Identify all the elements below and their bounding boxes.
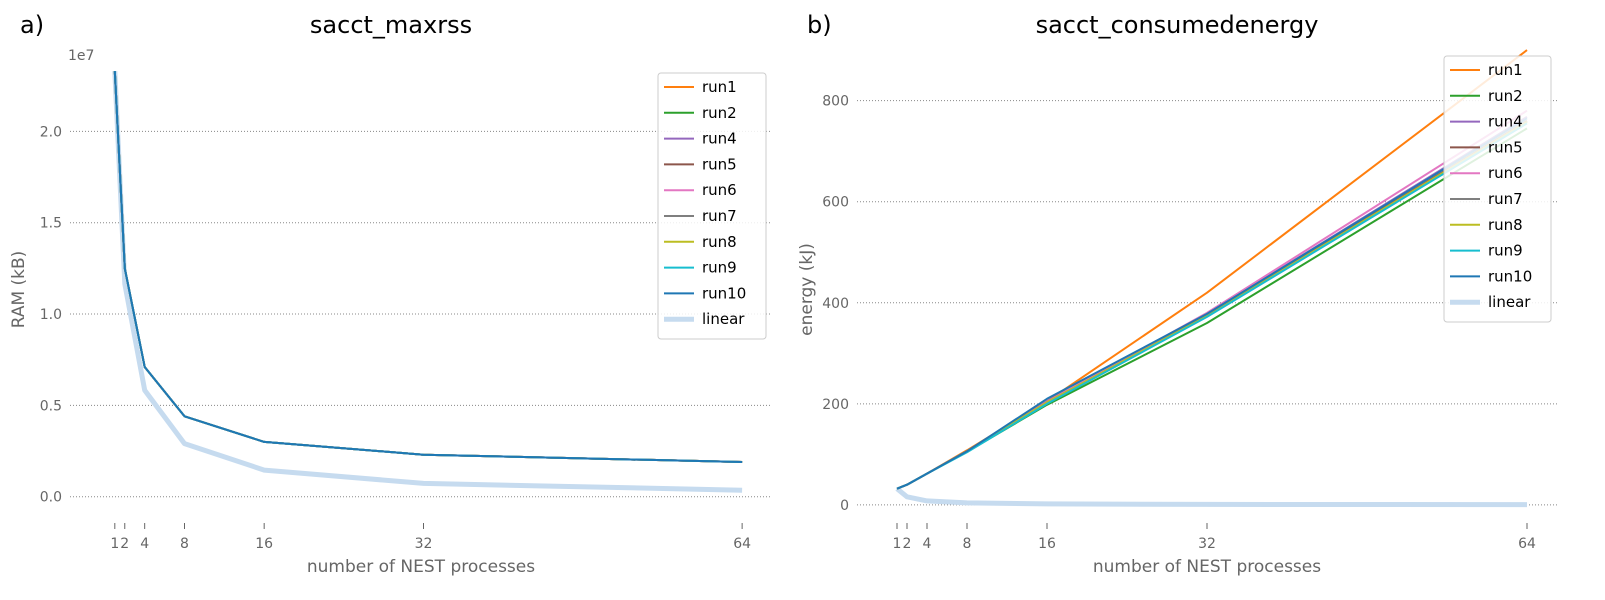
legend-entry-run7: run7 xyxy=(702,207,737,225)
x-tick-label: 2 xyxy=(903,536,912,552)
series-line-run4 xyxy=(113,71,743,463)
chart-title: sacct_maxrss xyxy=(310,11,472,39)
legend-entry-run9: run9 xyxy=(702,259,737,277)
series-line-run5 xyxy=(113,71,743,463)
series-line-run6 xyxy=(896,109,1528,490)
x-tick-label: 64 xyxy=(1518,536,1536,552)
series-line-run10 xyxy=(896,117,1528,490)
chart-panel-b: 0 200 400 600 800 1 2 4 8 16 32 64 b) sacct_consumede… xyxy=(797,11,1557,577)
x-tick-label: 32 xyxy=(415,536,433,552)
series-line-run2 xyxy=(113,71,743,463)
x-tick-label: 1 xyxy=(110,536,119,552)
legend-entry-run8: run8 xyxy=(1488,216,1523,234)
x-tick-label: 4 xyxy=(140,536,149,552)
panel-label: b) xyxy=(807,11,832,39)
legend-entry-run10: run10 xyxy=(702,284,746,302)
series-line-run10 xyxy=(113,71,743,463)
legend-entry-run1: run1 xyxy=(702,78,737,96)
legend-entry-run5: run5 xyxy=(702,155,737,173)
y-offset-text: 1e7 xyxy=(68,48,94,64)
y-tick-label: 0.5 xyxy=(40,398,62,414)
y-tick-label: 400 xyxy=(822,296,849,312)
series-line-run6 xyxy=(113,71,743,463)
panel-label: a) xyxy=(20,11,44,39)
x-tick-label: 16 xyxy=(1038,536,1056,552)
x-tick-label: 8 xyxy=(963,536,972,552)
x-tick-label: 4 xyxy=(923,536,932,552)
y-tick-label: 600 xyxy=(822,195,849,211)
series-line-run9 xyxy=(113,71,743,463)
series-line-run1 xyxy=(896,49,1528,490)
legend-entry-run4: run4 xyxy=(702,130,737,148)
series-line-run7 xyxy=(113,71,743,463)
y-tick-label: 1.0 xyxy=(40,307,62,323)
series-line-linear xyxy=(895,486,1528,508)
x-tick-label: 2 xyxy=(120,536,129,552)
x-tick-label: 1 xyxy=(893,536,902,552)
legend-entry-run2: run2 xyxy=(702,104,737,122)
legend-entry-run6: run6 xyxy=(1488,164,1523,182)
x-axis-label: number of NEST processes xyxy=(307,557,535,577)
chart-panel-a: 0.0 0.5 1.0 1.5 2.0 1 2 4 8 16 32 64 a) sacct_maxrssn… xyxy=(9,11,772,577)
y-tick-label: 2.0 xyxy=(40,124,62,140)
legend-entry-linear: linear xyxy=(1488,293,1531,311)
y-tick-label: 1.5 xyxy=(40,216,62,232)
legend-entry-run4: run4 xyxy=(1488,113,1523,131)
x-axis-label: number of NEST processes xyxy=(1093,557,1321,577)
x-tick-label: 16 xyxy=(255,536,273,552)
x-tick-label: 8 xyxy=(180,536,189,552)
legend-entry-run2: run2 xyxy=(1488,87,1523,105)
legend-entry-linear: linear xyxy=(702,310,745,328)
x-tick-label: 32 xyxy=(1198,536,1216,552)
legend-entry-run8: run8 xyxy=(702,233,737,251)
series-line-run8 xyxy=(113,71,743,463)
legend-entry-run5: run5 xyxy=(1488,138,1523,156)
x-tick-label: 64 xyxy=(733,536,751,552)
y-tick-label: 0 xyxy=(840,498,849,514)
legend-entry-run7: run7 xyxy=(1488,190,1523,208)
legend: run1 run2 run4 run5 run6 run7 run8 run9 run10 lin… xyxy=(657,72,767,340)
series-line-linear xyxy=(112,70,743,493)
y-axis-label: RAM (kB) xyxy=(9,251,29,329)
y-tick-label: 200 xyxy=(822,397,849,413)
legend-entry-run10: run10 xyxy=(1488,267,1532,285)
y-tick-label: 0.0 xyxy=(40,490,62,506)
y-axis-label: energy (kJ) xyxy=(797,243,817,336)
chart-title: sacct_consumedenergy xyxy=(1036,11,1319,39)
series-line-run1 xyxy=(113,71,743,463)
legend-entry-run9: run9 xyxy=(1488,242,1523,260)
legend-entry-run1: run1 xyxy=(1488,61,1523,79)
legend-entry-run6: run6 xyxy=(702,181,737,199)
legend: run1 run2 run4 run5 run6 run7 run8 run9 run10 lin… xyxy=(1443,55,1552,323)
y-tick-label: 800 xyxy=(822,94,849,110)
